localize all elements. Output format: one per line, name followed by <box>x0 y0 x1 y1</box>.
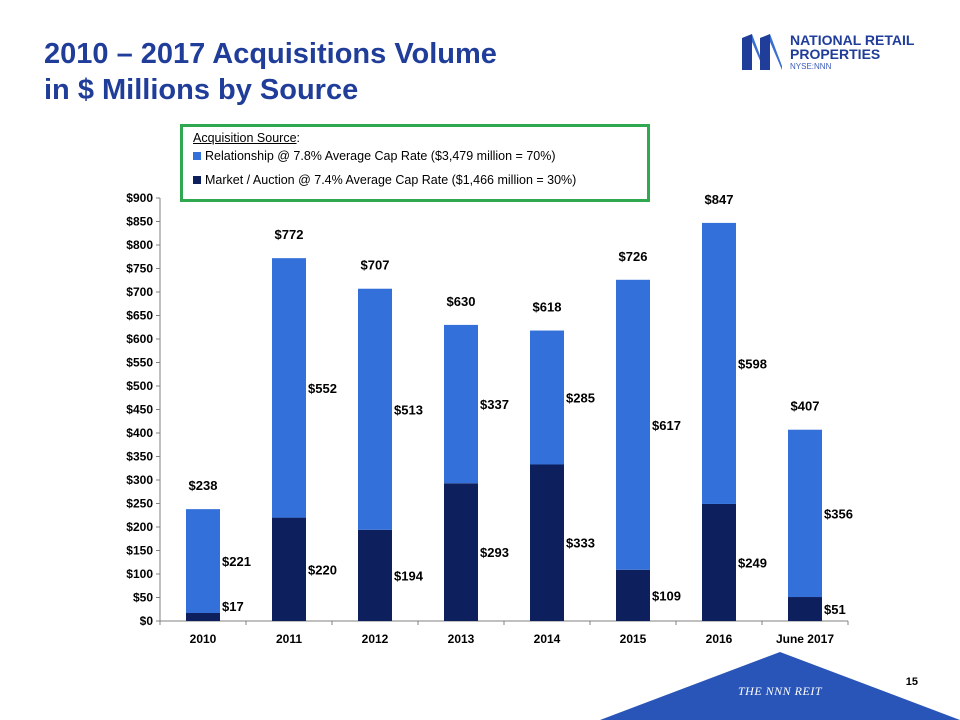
relationship-value-label-5: $617 <box>652 418 681 433</box>
bar-market-0 <box>186 613 220 621</box>
bar-market-7 <box>788 597 822 621</box>
x-tick-label: June 2017 <box>776 632 834 646</box>
y-tick-label: $800 <box>126 238 153 252</box>
bar-market-3 <box>444 483 478 621</box>
x-tick-label: 2013 <box>448 632 475 646</box>
y-tick-label: $900 <box>126 191 153 205</box>
y-tick-label: $50 <box>133 591 153 605</box>
bar-market-5 <box>616 569 650 621</box>
bar-market-2 <box>358 529 392 621</box>
company-logo: NATIONAL RETAIL PROPERTIES NYSE:NNN <box>738 30 938 74</box>
y-tick-label: $150 <box>126 544 153 558</box>
relationship-value-label-6: $598 <box>738 356 767 371</box>
title-line-2: in $ Millions by Source <box>44 74 359 106</box>
y-tick-label: $200 <box>126 520 153 534</box>
legend-swatch-market <box>193 176 201 184</box>
legend-heading-row: Acquisition Source: <box>193 131 637 145</box>
y-tick-label: $600 <box>126 332 153 346</box>
bar-market-4 <box>530 464 564 621</box>
y-tick-label: $450 <box>126 403 153 417</box>
market-value-label-5: $109 <box>652 588 681 603</box>
y-tick-label: $350 <box>126 450 153 464</box>
relationship-value-label-0: $221 <box>222 554 251 569</box>
y-tick-label: $750 <box>126 262 153 276</box>
total-label-7: $407 <box>791 399 820 414</box>
x-tick-label: 2015 <box>620 632 647 646</box>
relationship-value-label-1: $552 <box>308 381 337 396</box>
x-tick-label: 2016 <box>706 632 733 646</box>
bar-market-1 <box>272 517 306 621</box>
logo-text-line-1: NATIONAL RETAIL <box>790 32 915 48</box>
x-tick-label: 2011 <box>276 632 302 646</box>
chart-legend: Acquisition Source: Relationship @ 7.8% … <box>180 124 650 202</box>
y-tick-label: $650 <box>126 309 153 323</box>
total-label-5: $726 <box>619 249 648 264</box>
relationship-value-label-7: $356 <box>824 506 853 521</box>
legend-item-relationship: Relationship @ 7.8% Average Cap Rate ($3… <box>193 149 637 163</box>
total-label-3: $630 <box>447 294 476 309</box>
market-value-label-0: $17 <box>222 599 244 614</box>
y-tick-label: $550 <box>126 356 153 370</box>
y-tick-label: $250 <box>126 497 153 511</box>
y-tick-label: $850 <box>126 215 153 229</box>
y-tick-label: $0 <box>140 614 154 628</box>
bar-relationship-1 <box>272 258 306 518</box>
page-number: 15 <box>905 676 918 688</box>
x-tick-label: 2014 <box>534 632 561 646</box>
x-tick-label: 2010 <box>190 632 217 646</box>
total-label-4: $618 <box>533 300 562 315</box>
market-value-label-3: $293 <box>480 545 509 560</box>
market-value-label-7: $51 <box>824 602 846 617</box>
logo-text-line-2: PROPERTIES <box>790 46 881 62</box>
title-line-1: 2010 – 2017 Acquisitions Volume <box>44 38 497 70</box>
total-label-0: $238 <box>189 478 218 493</box>
relationship-value-label-4: $285 <box>566 391 595 406</box>
y-tick-label: $300 <box>126 473 153 487</box>
relationship-value-label-3: $337 <box>480 397 509 412</box>
market-value-label-4: $333 <box>566 536 595 551</box>
logo-ticker: NYSE:NNN <box>790 62 832 71</box>
total-label-2: $707 <box>361 258 390 273</box>
legend-heading-colon: : <box>296 131 301 145</box>
relationship-value-label-2: $513 <box>394 402 423 417</box>
y-tick-label: $500 <box>126 379 153 393</box>
total-label-6: $847 <box>705 192 734 207</box>
market-value-label-2: $194 <box>394 568 424 583</box>
legend-swatch-relationship <box>193 152 201 160</box>
bar-relationship-0 <box>186 509 220 614</box>
y-tick-label: $700 <box>126 285 153 299</box>
bar-market-6 <box>702 503 736 621</box>
bar-relationship-3 <box>444 324 478 484</box>
page-title: 2010 – 2017 Acquisitions Volume in $ Mil… <box>44 36 497 108</box>
legend-heading: Acquisition Source <box>193 131 297 145</box>
total-label-1: $772 <box>275 227 304 242</box>
bar-relationship-2 <box>358 288 392 530</box>
nnn-logo-icon <box>742 34 782 70</box>
y-tick-label: $100 <box>126 567 153 581</box>
bar-relationship-7 <box>788 429 822 598</box>
legend-label-relationship: Relationship @ 7.8% Average Cap Rate ($3… <box>205 149 556 163</box>
bar-relationship-4 <box>530 330 564 465</box>
bar-relationship-6 <box>702 222 736 504</box>
market-value-label-1: $220 <box>308 562 337 577</box>
market-value-label-6: $249 <box>738 555 767 570</box>
x-tick-label: 2012 <box>362 632 389 646</box>
legend-label-market: Market / Auction @ 7.4% Average Cap Rate… <box>205 173 577 187</box>
y-tick-label: $400 <box>126 426 153 440</box>
footer-tagline: THE NNN REIT <box>738 684 823 698</box>
bar-relationship-5 <box>616 279 650 570</box>
legend-item-market: Market / Auction @ 7.4% Average Cap Rate… <box>193 173 637 187</box>
